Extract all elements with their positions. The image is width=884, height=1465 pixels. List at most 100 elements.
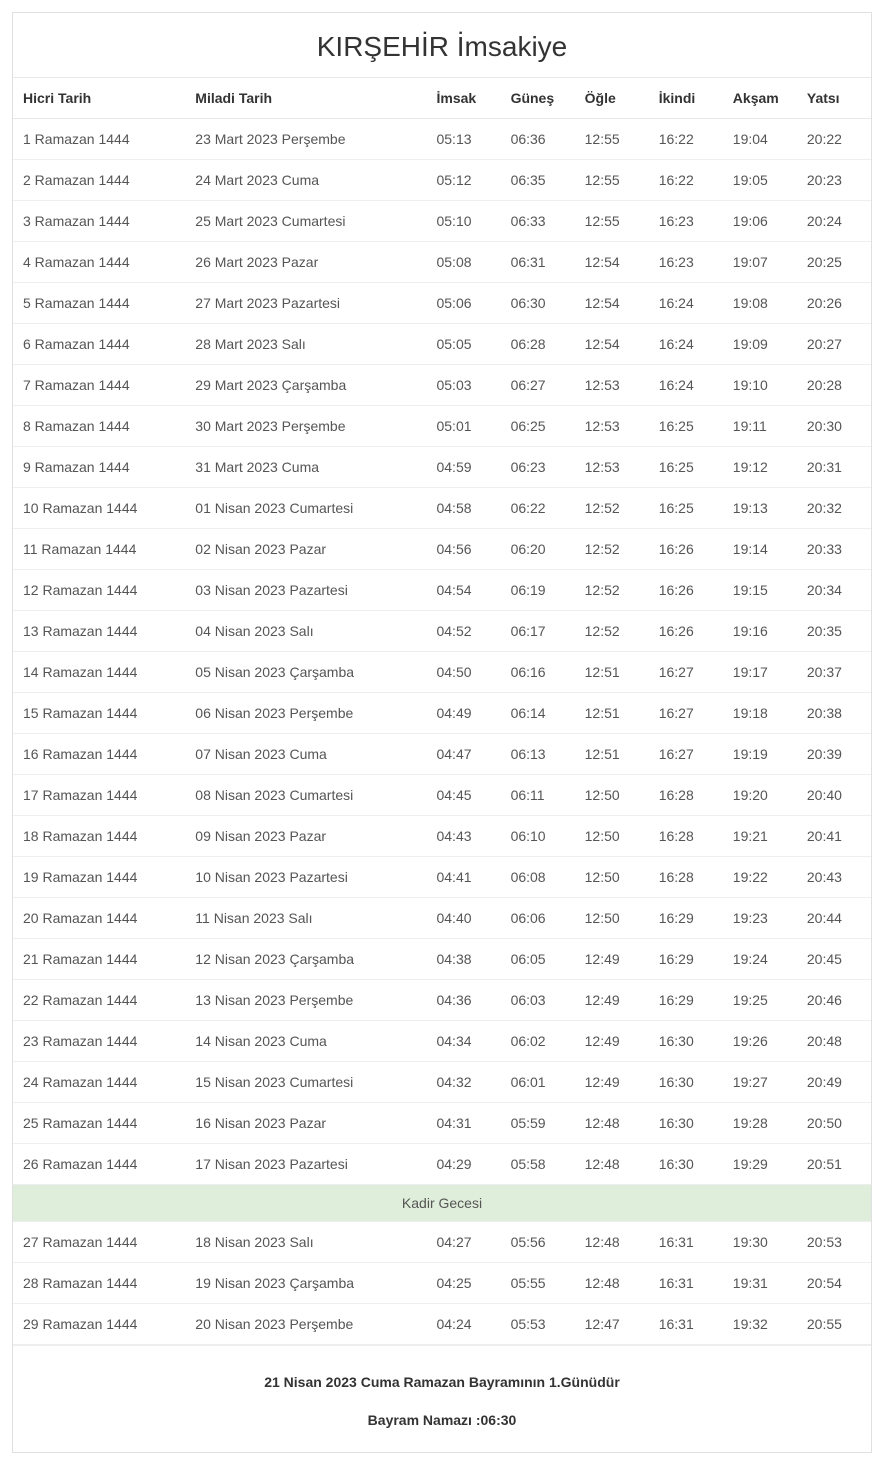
table-cell: 19:08 (723, 283, 797, 324)
footer-block: 21 Nisan 2023 Cuma Ramazan Bayramının 1.… (13, 1345, 871, 1452)
table-row: 29 Ramazan 144420 Nisan 2023 Perşembe04:… (13, 1304, 871, 1345)
table-cell: 20:51 (797, 1144, 871, 1185)
footer-bayram-date: 21 Nisan 2023 Cuma Ramazan Bayramının 1.… (23, 1374, 861, 1390)
table-cell: 12:53 (575, 365, 649, 406)
table-cell: 16:31 (649, 1222, 723, 1263)
table-cell: 10 Ramazan 1444 (13, 488, 185, 529)
table-cell: 06:28 (501, 324, 575, 365)
table-cell: 18 Ramazan 1444 (13, 816, 185, 857)
table-cell: 08 Nisan 2023 Cumartesi (185, 775, 426, 816)
table-cell: 19:05 (723, 160, 797, 201)
table-cell: 05:05 (426, 324, 500, 365)
table-cell: 06:25 (501, 406, 575, 447)
table-cell: 19:13 (723, 488, 797, 529)
table-row: 25 Ramazan 144416 Nisan 2023 Pazar04:310… (13, 1103, 871, 1144)
table-cell: 06:23 (501, 447, 575, 488)
prayer-times-table: Hicri Tarih Miladi Tarih İmsak Güneş Öğl… (13, 77, 871, 1345)
col-hicri: Hicri Tarih (13, 78, 185, 119)
table-cell: 06:33 (501, 201, 575, 242)
table-cell: 29 Ramazan 1444 (13, 1304, 185, 1345)
table-cell: 16:30 (649, 1103, 723, 1144)
table-cell: 04:25 (426, 1263, 500, 1304)
table-cell: 12:54 (575, 242, 649, 283)
table-cell: 12:53 (575, 447, 649, 488)
table-cell: 06 Nisan 2023 Perşembe (185, 693, 426, 734)
table-row: 19 Ramazan 144410 Nisan 2023 Pazartesi04… (13, 857, 871, 898)
col-yatsi: Yatsı (797, 78, 871, 119)
table-cell: 06:02 (501, 1021, 575, 1062)
table-cell: 06:16 (501, 652, 575, 693)
table-cell: 04:54 (426, 570, 500, 611)
table-cell: 19:11 (723, 406, 797, 447)
table-cell: 04:47 (426, 734, 500, 775)
table-cell: 16:30 (649, 1021, 723, 1062)
table-cell: 04:31 (426, 1103, 500, 1144)
table-cell: 23 Mart 2023 Perşembe (185, 119, 426, 160)
table-row: 12 Ramazan 144403 Nisan 2023 Pazartesi04… (13, 570, 871, 611)
table-cell: 04:34 (426, 1021, 500, 1062)
table-cell: 19:28 (723, 1103, 797, 1144)
table-cell: 06:10 (501, 816, 575, 857)
table-cell: 16:23 (649, 201, 723, 242)
table-cell: 05:03 (426, 365, 500, 406)
table-cell: 19:32 (723, 1304, 797, 1345)
table-cell: 19:29 (723, 1144, 797, 1185)
table-cell: 1 Ramazan 1444 (13, 119, 185, 160)
table-cell: 12:48 (575, 1144, 649, 1185)
table-cell: 31 Mart 2023 Cuma (185, 447, 426, 488)
table-cell: 12:53 (575, 406, 649, 447)
table-cell: 06:11 (501, 775, 575, 816)
table-cell: 04:29 (426, 1144, 500, 1185)
table-cell: 20:27 (797, 324, 871, 365)
table-cell: 07 Nisan 2023 Cuma (185, 734, 426, 775)
kadir-gecesi-label: Kadir Gecesi (13, 1185, 871, 1222)
table-cell: 06:19 (501, 570, 575, 611)
table-cell: 16:25 (649, 406, 723, 447)
table-cell: 24 Mart 2023 Cuma (185, 160, 426, 201)
table-cell: 19:24 (723, 939, 797, 980)
table-cell: 12:48 (575, 1103, 649, 1144)
table-cell: 19:06 (723, 201, 797, 242)
table-cell: 04:50 (426, 652, 500, 693)
table-cell: 20:46 (797, 980, 871, 1021)
table-row: 15 Ramazan 144406 Nisan 2023 Perşembe04:… (13, 693, 871, 734)
table-row: 8 Ramazan 144430 Mart 2023 Perşembe05:01… (13, 406, 871, 447)
table-cell: 06:22 (501, 488, 575, 529)
table-cell: 06:05 (501, 939, 575, 980)
table-row: 5 Ramazan 144427 Mart 2023 Pazartesi05:0… (13, 283, 871, 324)
table-cell: 13 Nisan 2023 Perşembe (185, 980, 426, 1021)
table-cell: 17 Nisan 2023 Pazartesi (185, 1144, 426, 1185)
table-cell: 20:24 (797, 201, 871, 242)
table-cell: 19:20 (723, 775, 797, 816)
table-cell: 12:52 (575, 529, 649, 570)
table-cell: 25 Mart 2023 Cumartesi (185, 201, 426, 242)
table-row: 18 Ramazan 144409 Nisan 2023 Pazar04:430… (13, 816, 871, 857)
table-cell: 19:12 (723, 447, 797, 488)
table-row: 27 Ramazan 144418 Nisan 2023 Salı04:2705… (13, 1222, 871, 1263)
table-cell: 12:50 (575, 857, 649, 898)
table-row: 14 Ramazan 144405 Nisan 2023 Çarşamba04:… (13, 652, 871, 693)
table-cell: 16:28 (649, 775, 723, 816)
kadir-gecesi-row: Kadir Gecesi (13, 1185, 871, 1222)
table-cell: 02 Nisan 2023 Pazar (185, 529, 426, 570)
table-cell: 20:44 (797, 898, 871, 939)
table-cell: 16:22 (649, 119, 723, 160)
col-imsak: İmsak (426, 78, 500, 119)
table-cell: 16:24 (649, 365, 723, 406)
table-cell: 20 Nisan 2023 Perşembe (185, 1304, 426, 1345)
table-cell: 20:30 (797, 406, 871, 447)
table-cell: 20:22 (797, 119, 871, 160)
table-cell: 3 Ramazan 1444 (13, 201, 185, 242)
table-cell: 19:07 (723, 242, 797, 283)
table-cell: 29 Mart 2023 Çarşamba (185, 365, 426, 406)
table-cell: 20:26 (797, 283, 871, 324)
table-cell: 19:23 (723, 898, 797, 939)
table-cell: 16:30 (649, 1144, 723, 1185)
table-row: 28 Ramazan 144419 Nisan 2023 Çarşamba04:… (13, 1263, 871, 1304)
table-cell: 16:28 (649, 816, 723, 857)
table-row: 24 Ramazan 144415 Nisan 2023 Cumartesi04… (13, 1062, 871, 1103)
table-cell: 20:35 (797, 611, 871, 652)
table-cell: 14 Nisan 2023 Cuma (185, 1021, 426, 1062)
table-cell: 19:31 (723, 1263, 797, 1304)
table-cell: 16:26 (649, 611, 723, 652)
